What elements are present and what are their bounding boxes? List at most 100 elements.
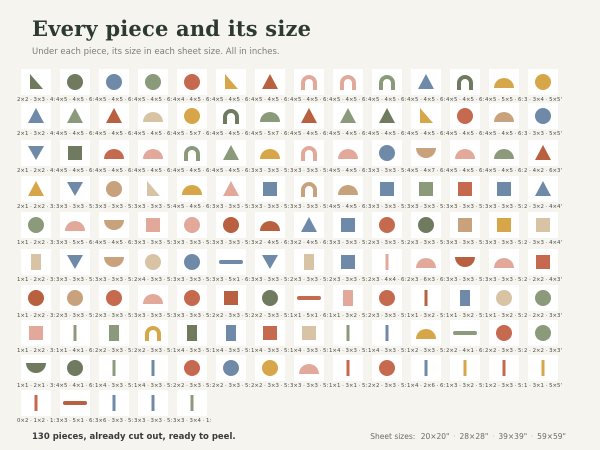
piece-size-caption: 2×2 · 3×3 · 5×5 (251, 383, 289, 389)
piece-triangle-corner-mustard (216, 69, 246, 95)
square-shape (146, 218, 160, 232)
triangle-corner-shape (147, 181, 160, 196)
piece-line-v-terracotta (333, 355, 363, 381)
circle-shape (184, 74, 200, 90)
piece-size-caption: 4×5 · 4×5 · 6×7 (95, 97, 133, 103)
piece-triangle-olive (372, 103, 402, 129)
line-v-shape (424, 360, 428, 376)
piece-size-caption: 1×4 · 3×3 · 5×5 (95, 383, 133, 389)
piece-size-caption: 2×3 · 4×4 · 6×6 (368, 277, 406, 283)
rect-v-shape (304, 254, 314, 270)
piece-size-caption: 4×5 · 4×5 · 6×7 (368, 131, 406, 137)
circle-shape (28, 217, 44, 233)
line-v-shape (541, 360, 545, 376)
rect-v-shape (109, 325, 119, 341)
piece-circle-terracotta (177, 69, 207, 95)
piece-circle-tan (99, 176, 129, 202)
piece-line-v-sage (60, 320, 90, 346)
piece-semicircle-blush (450, 140, 480, 166)
piece-size-caption: 3×3 · 3×3 · 5×5 (251, 277, 289, 283)
piece-size-caption: 4×5 · 4×1 · 6×1 (56, 383, 94, 389)
piece-semicircle-tan (333, 176, 363, 202)
piece-circle-blue (528, 103, 558, 129)
piece-triangle-corner-mustard (411, 103, 441, 129)
piece-semicircle-tan (489, 103, 519, 129)
piece-size-caption: 3×3 · 3×3 · 5×5 (329, 240, 367, 246)
semicircle-shape (494, 258, 514, 268)
piece-size-caption: 4×5 · 4×5 · 6×7 (407, 97, 445, 103)
triangle-shape (535, 145, 551, 160)
piece-size-caption: 4×5 · 4×5 · 6×7 (329, 97, 367, 103)
piece-size-caption: 3×3 · 3×3 · 5×5 (485, 240, 523, 246)
piece-semicircle-sage (489, 140, 519, 166)
piece-size-caption: 3×3 · 3×3 · 5×5 (173, 277, 211, 283)
piece-semicircle-down-tan (99, 212, 129, 238)
piece-size-caption: 3×3 · 3×3 · 5×5 (212, 240, 250, 246)
piece-size-caption: 4×5 · 4×5 · 6×7 (134, 131, 172, 137)
piece-size-caption: 1×1 · 2×2 · 3×3 (17, 348, 55, 354)
triangle-corner-shape (30, 74, 43, 89)
piece-square-terracotta (450, 176, 480, 202)
arch-shape (184, 146, 200, 161)
semicircle-shape (143, 294, 163, 304)
piece-size-caption: 3×3 · 3×3 · 5×5 (134, 240, 172, 246)
piece-arch-sage (372, 69, 402, 95)
semicircle-down-shape (455, 257, 475, 267)
triangle-shape (106, 108, 122, 123)
piece-size-caption: 4×5 · 4×5 · 6×7 (173, 204, 211, 210)
piece-size-caption: 1×4 · 3×3 · 5×5 (212, 348, 250, 354)
arch-shape (301, 146, 317, 161)
piece-size-caption: 2×4 · 3×3 · 5×5 (134, 277, 172, 283)
circle-shape (184, 290, 200, 306)
piece-circle-sand (489, 285, 519, 311)
piece-circle-olive (255, 285, 285, 311)
piece-size-caption: 4×5 · 4×5 · 6×7 (56, 168, 94, 174)
piece-triangle-down-blue (21, 140, 51, 166)
line-v-shape (346, 325, 350, 341)
piece-square-sage (411, 176, 441, 202)
bar-shape (297, 296, 321, 300)
piece-size-caption: 3×6 · 3×3 · 5×5 (95, 418, 133, 424)
piece-size-caption: 3×3 · 3×3 · 5×5 (95, 277, 133, 283)
square-shape (536, 255, 550, 269)
triangle-down-shape (67, 255, 83, 269)
piece-rect-v-sand (294, 249, 324, 275)
piece-size-caption: 4×5 · 5×5 · 6×7 (485, 97, 523, 103)
piece-size-caption: 4×5 · 4×5 · 6×7 (446, 168, 484, 174)
circle-shape (379, 145, 395, 161)
piece-count-note: 130 pieces, already cut out, ready to pe… (32, 432, 236, 442)
piece-semicircle-rust (255, 212, 285, 238)
circle-shape (184, 360, 200, 376)
piece-triangle-blue (411, 69, 441, 95)
piece-size-caption: 3×3 · 3×3 · 5×5 (56, 204, 94, 210)
piece-circle-terracotta (372, 285, 402, 311)
semicircle-shape (143, 149, 163, 159)
square-shape (458, 182, 472, 196)
piece-circle-terracotta (372, 212, 402, 238)
triangle-shape (223, 145, 239, 160)
piece-size-caption: 2×3 · 3×3 · 5×5 (329, 277, 367, 283)
piece-circle-terracotta (99, 285, 129, 311)
piece-line-v-blue (99, 390, 129, 416)
piece-size-caption: 3×3 · 3×3 · 5×5 (446, 204, 484, 210)
rect-v-shape (226, 325, 236, 341)
piece-circle-mustard (255, 355, 285, 381)
circle-shape (28, 290, 44, 306)
piece-semicircle-mustard (255, 140, 285, 166)
line-v-shape (34, 395, 38, 411)
sheet-size-2: 28×28" (459, 432, 489, 441)
arch-shape (301, 75, 317, 90)
piece-size-caption: 4×5 · 4×5 · 6×7 (212, 168, 250, 174)
piece-size-caption: 1 · 3×1 · 5×5" (524, 383, 562, 389)
circle-shape (457, 108, 473, 124)
piece-circle-terracotta (450, 103, 480, 129)
piece-circle-olive (60, 69, 90, 95)
circle-shape (184, 254, 200, 270)
semicircle-shape (260, 112, 280, 122)
line-v-shape (73, 325, 77, 341)
piece-semicircle-mustard (489, 69, 519, 95)
piece-size-caption: 4×5 · 4×5 · 6×7 (251, 97, 289, 103)
piece-semicircle-terracotta (99, 140, 129, 166)
piece-rect-v-blush (333, 285, 363, 311)
line-v-shape (463, 360, 467, 376)
